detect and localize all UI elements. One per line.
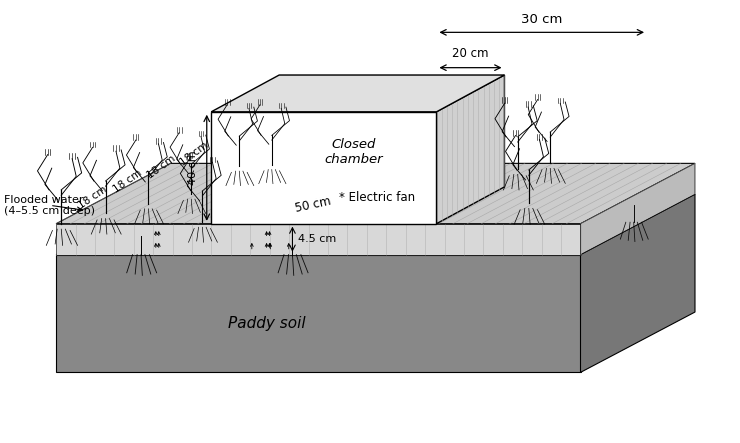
Polygon shape bbox=[279, 75, 505, 187]
Text: 18 cm: 18 cm bbox=[178, 140, 210, 167]
Text: 18 cm: 18 cm bbox=[112, 167, 144, 194]
Text: 4.5 cm: 4.5 cm bbox=[298, 234, 337, 244]
Text: * Electric fan: * Electric fan bbox=[339, 191, 414, 205]
Polygon shape bbox=[56, 163, 695, 224]
Polygon shape bbox=[211, 112, 437, 224]
Text: 50 cm: 50 cm bbox=[294, 194, 332, 215]
Polygon shape bbox=[56, 194, 695, 255]
Polygon shape bbox=[580, 163, 695, 255]
Text: 20 cm: 20 cm bbox=[452, 47, 488, 60]
Polygon shape bbox=[56, 224, 580, 255]
Text: 30 cm: 30 cm bbox=[521, 13, 562, 26]
Text: 40 cm: 40 cm bbox=[188, 151, 198, 185]
Polygon shape bbox=[56, 255, 580, 373]
Polygon shape bbox=[580, 194, 695, 373]
Text: 18 cm: 18 cm bbox=[77, 185, 110, 211]
Text: Flooded water
(4–5.5 cm deep): Flooded water (4–5.5 cm deep) bbox=[4, 194, 95, 216]
Text: Paddy soil: Paddy soil bbox=[228, 315, 306, 330]
Text: 18 cm: 18 cm bbox=[146, 153, 178, 181]
Polygon shape bbox=[437, 75, 505, 224]
Text: Closed
chamber: Closed chamber bbox=[324, 138, 383, 166]
Polygon shape bbox=[211, 75, 505, 112]
